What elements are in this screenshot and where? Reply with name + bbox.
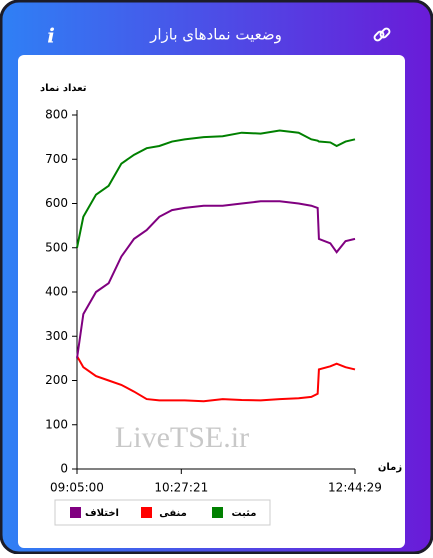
y-tick-label: 800: [45, 108, 68, 122]
y-tick-label: 600: [45, 196, 68, 210]
x-tick-label: 09:05:00: [50, 481, 104, 495]
legend-label: اختلاف: [85, 508, 119, 519]
legend-label: مثبت: [232, 508, 257, 519]
legend-swatch: [70, 507, 81, 518]
legend-swatch: [141, 507, 152, 518]
series-line: [76, 129, 356, 248]
x-tick-label: 10:27:21: [154, 481, 208, 495]
y-tick-label: 500: [45, 240, 68, 254]
x-tick-label: 12:44:29: [328, 481, 382, 495]
link-icon[interactable]: [373, 27, 391, 42]
info-icon[interactable]: i: [47, 24, 55, 48]
series-line: [76, 200, 356, 359]
y-tick-label: 300: [45, 329, 68, 343]
y-tick-label: 0: [60, 462, 68, 476]
y-tick-label: 100: [45, 417, 68, 431]
series-line: [76, 355, 356, 403]
x-axis-label: زمان: [378, 462, 402, 473]
card: [18, 55, 405, 548]
legend-label: منفی: [159, 508, 187, 519]
header-title: وضعیت نمادهای بازار: [149, 26, 282, 44]
y-tick-label: 700: [45, 152, 68, 166]
legend-box: [54, 499, 271, 526]
y-axis-label: تعداد نماد: [40, 83, 87, 94]
legend-swatch: [212, 507, 223, 518]
y-tick-label: 400: [45, 285, 68, 299]
chart: LiveTSE.ir تعداد نماد زمان 0 100 200 300 400 500…: [40, 83, 402, 526]
y-tick-label: 200: [45, 373, 68, 387]
watermark: LiveTSE.ir: [115, 421, 249, 454]
